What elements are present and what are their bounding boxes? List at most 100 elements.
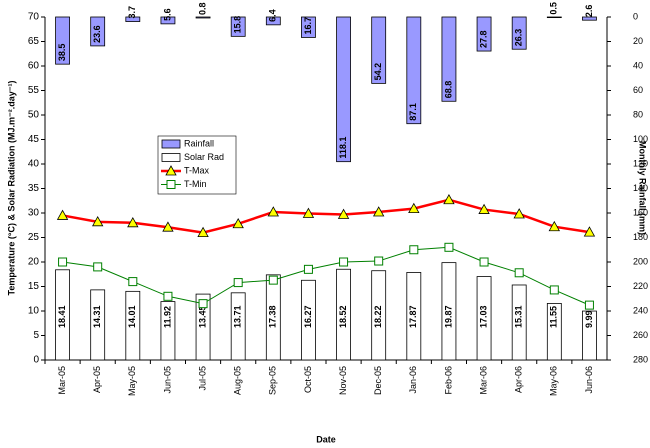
solar-bar xyxy=(125,290,141,361)
y2-tick-label: 120 xyxy=(633,158,648,168)
solar-bar xyxy=(511,284,527,361)
y2-tick-label: 260 xyxy=(633,330,648,340)
x-tick-label: Nov-05 xyxy=(338,366,348,395)
solar-bar xyxy=(441,262,457,361)
marker xyxy=(548,220,560,232)
marker xyxy=(443,193,455,205)
rainfall-bar xyxy=(476,16,492,52)
rainfall-bar xyxy=(441,16,457,102)
solar-label: 9.99 xyxy=(584,310,594,328)
solar-label: 19.87 xyxy=(443,305,453,328)
rainfall-label: 27.8 xyxy=(478,31,488,49)
y-tick-label: 50 xyxy=(28,110,40,121)
y2-tick-label: 20 xyxy=(633,36,643,46)
rainfall-label: 3.7 xyxy=(127,6,137,19)
marker xyxy=(479,257,489,267)
marker xyxy=(56,209,69,220)
legend-swatch xyxy=(161,153,181,162)
marker xyxy=(232,217,244,229)
y2-tick-label: 240 xyxy=(633,305,648,315)
rainfall-label: 5.6 xyxy=(162,8,172,21)
legend-marker xyxy=(165,165,177,176)
x-axis-title: Date xyxy=(316,434,336,444)
marker xyxy=(267,206,279,217)
rainfall-bar xyxy=(90,16,106,47)
solar-label: 17.03 xyxy=(478,305,488,328)
solar-label: 18.22 xyxy=(373,305,383,328)
marker xyxy=(268,275,278,285)
solar-bar xyxy=(406,272,422,361)
x-tick-label: Sep-05 xyxy=(268,366,278,395)
marker xyxy=(93,262,103,272)
x-tick-label: Feb-06 xyxy=(443,366,453,395)
y-tick-label: 70 xyxy=(28,12,40,23)
solar-label: 11.55 xyxy=(549,306,559,328)
y2-tick-label: 220 xyxy=(633,281,648,291)
solar-label: 15.31 xyxy=(514,305,524,328)
solar-bar xyxy=(336,268,351,361)
marker xyxy=(128,277,138,287)
marker xyxy=(584,300,594,310)
solar-label: 18.41 xyxy=(57,305,67,328)
marker xyxy=(302,207,315,218)
solar-label: 14.01 xyxy=(127,305,137,328)
legend-marker xyxy=(166,180,176,189)
legend-label: Rainfall xyxy=(184,138,214,148)
rainfall-label: 54.2 xyxy=(373,63,383,81)
y2-tick-label: 80 xyxy=(633,109,643,119)
y2-tick-label: 60 xyxy=(633,85,643,95)
y2-tick-label: 140 xyxy=(633,183,648,193)
legend-label: T-Min xyxy=(184,179,207,189)
marker xyxy=(513,208,525,219)
x-tick-label: Jan-06 xyxy=(408,366,418,394)
y-tick-label: 15 xyxy=(28,281,40,292)
marker xyxy=(409,245,419,255)
marker xyxy=(374,256,384,266)
marker xyxy=(127,216,139,228)
rainfall-label: 68.8 xyxy=(443,81,453,99)
marker xyxy=(583,226,596,237)
y-tick-label: 35 xyxy=(28,183,40,194)
y-tick-label: 25 xyxy=(28,232,40,243)
y-tick-label: 20 xyxy=(28,257,40,268)
rainfall-bar xyxy=(546,16,562,19)
y2-tick-label: 100 xyxy=(633,134,648,144)
x-tick-label: Apr-06 xyxy=(514,366,524,393)
line xyxy=(62,246,590,306)
marker xyxy=(92,215,104,227)
solar-bar xyxy=(265,274,281,361)
y2-tick-label: 280 xyxy=(633,354,648,364)
rainfall-bar xyxy=(230,16,246,37)
solar-label: 16.27 xyxy=(303,305,313,328)
rainfall-bar xyxy=(195,16,211,19)
marker xyxy=(162,221,174,232)
rainfall-label: 6.4 xyxy=(268,9,278,22)
marker xyxy=(163,291,173,301)
y2-axis-title: Monthly Rainfall (mm) xyxy=(638,141,648,235)
y2-tick-label: 160 xyxy=(633,207,648,217)
rainfall-label: 38.5 xyxy=(57,44,67,62)
solar-bar xyxy=(301,279,316,361)
y2-tick-label: 200 xyxy=(633,256,648,266)
x-tick-label: May-06 xyxy=(549,366,559,396)
solar-bar xyxy=(230,292,246,361)
solar-bar xyxy=(546,303,562,361)
rainfall-bar xyxy=(406,16,422,125)
rainfall-bar xyxy=(125,16,141,22)
legend-label: Solar Rad xyxy=(184,152,224,162)
marker xyxy=(339,257,349,267)
rainfall-label: 0.8 xyxy=(197,2,207,15)
solar-bar xyxy=(476,276,492,361)
marker xyxy=(337,208,350,219)
rainfall-bar xyxy=(511,16,527,50)
legend-label: T-Max xyxy=(184,165,210,175)
y-tick-label: 10 xyxy=(28,306,40,317)
solar-bar xyxy=(160,301,176,361)
rainfall-bar xyxy=(336,16,351,163)
rainfall-bar xyxy=(265,16,281,26)
marker xyxy=(408,202,420,213)
y-tick-label: 65 xyxy=(28,36,40,47)
rainfall-label: 2.6 xyxy=(584,5,594,18)
x-tick-label: Oct-05 xyxy=(303,366,313,393)
